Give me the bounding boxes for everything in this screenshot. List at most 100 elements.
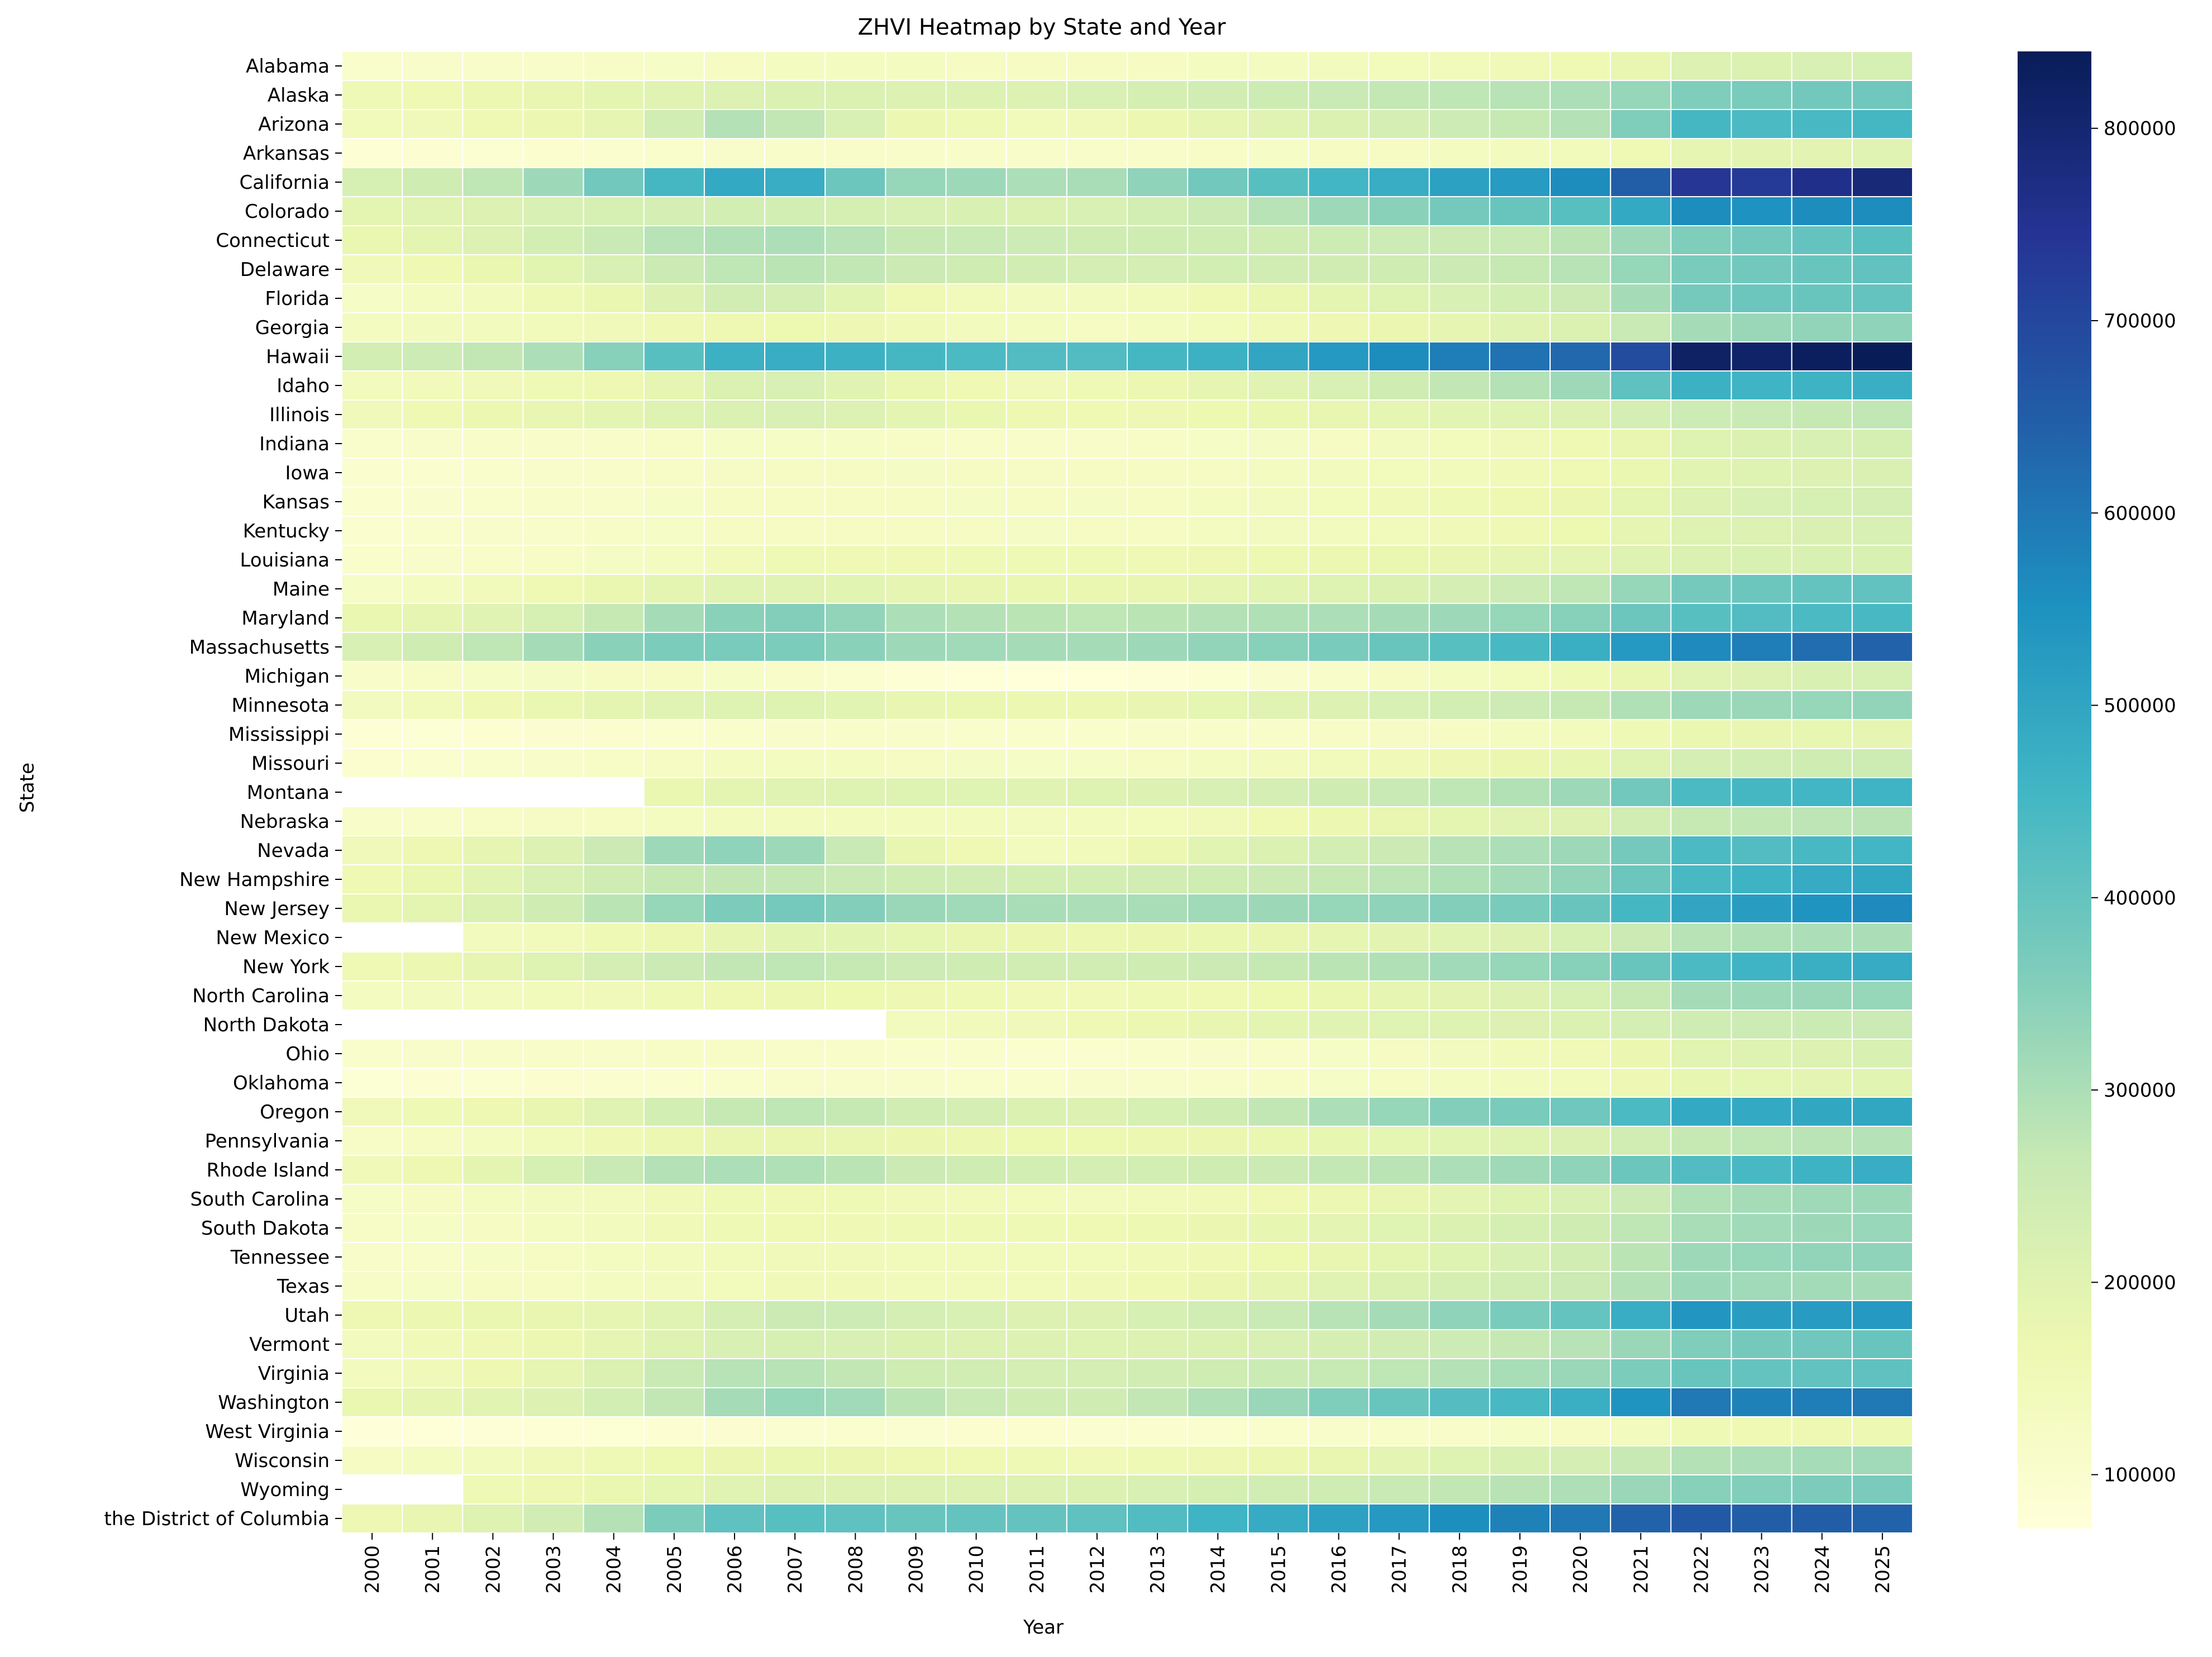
heatmap-cell bbox=[1187, 80, 1249, 110]
heatmap-cell bbox=[643, 225, 705, 255]
heatmap-cell bbox=[1791, 1474, 1853, 1504]
heatmap-cell bbox=[1187, 487, 1249, 517]
heatmap-cell bbox=[1610, 516, 1672, 546]
heatmap-cell bbox=[402, 312, 464, 342]
heatmap-cell bbox=[1005, 545, 1067, 575]
heatmap-cell bbox=[643, 545, 705, 575]
heatmap-cell bbox=[945, 1329, 1007, 1359]
heatmap-cell bbox=[1187, 661, 1249, 691]
heatmap-cell bbox=[402, 225, 464, 255]
heatmap-cell bbox=[1187, 777, 1249, 807]
heatmap-cell bbox=[1187, 1300, 1249, 1330]
heatmap-cell bbox=[703, 399, 766, 430]
heatmap-cell bbox=[764, 341, 826, 372]
heatmap-cell bbox=[583, 341, 645, 372]
heatmap-cell bbox=[1670, 458, 1732, 488]
heatmap-cell bbox=[522, 167, 584, 197]
heatmap-cell bbox=[583, 1300, 645, 1330]
x-tick-label: 2021 bbox=[1630, 1545, 1652, 1594]
heatmap-cell bbox=[1247, 690, 1309, 720]
heatmap-cell bbox=[1066, 806, 1128, 836]
heatmap-cell bbox=[1428, 167, 1490, 197]
heatmap-cell bbox=[1066, 1155, 1128, 1185]
heatmap-cell bbox=[643, 283, 705, 313]
heatmap-cell bbox=[1368, 1271, 1430, 1301]
heatmap-cell bbox=[1791, 1242, 1853, 1272]
heatmap-cell bbox=[402, 458, 464, 488]
heatmap-cell bbox=[1308, 922, 1370, 953]
heatmap-cell bbox=[1791, 545, 1853, 575]
heatmap-cell bbox=[1489, 603, 1551, 633]
heatmap-cell bbox=[1428, 806, 1490, 836]
heatmap-cell bbox=[583, 1039, 645, 1069]
colorbar-tick-label: 400000 bbox=[2104, 887, 2176, 910]
heatmap-cell bbox=[1005, 893, 1067, 923]
colorbar-tick-label: 800000 bbox=[2104, 118, 2176, 140]
heatmap-cell bbox=[402, 748, 464, 778]
y-tick-label: Florida bbox=[265, 288, 330, 310]
heatmap-cell bbox=[1368, 283, 1430, 313]
heatmap-cell bbox=[1610, 370, 1672, 401]
heatmap-cell bbox=[1308, 1300, 1370, 1330]
heatmap-cell bbox=[1851, 1010, 1914, 1040]
heatmap-cell bbox=[1066, 1329, 1128, 1359]
heatmap-cell bbox=[824, 632, 886, 662]
heatmap-cell bbox=[1428, 196, 1490, 226]
heatmap-cell bbox=[1670, 1242, 1732, 1272]
heatmap-cell bbox=[945, 748, 1007, 778]
heatmap-cell bbox=[945, 138, 1007, 168]
heatmap-cell bbox=[402, 806, 464, 836]
heatmap-cell bbox=[341, 1271, 403, 1301]
heatmap-cell bbox=[1308, 864, 1370, 894]
heatmap-cell bbox=[583, 980, 645, 1011]
heatmap-cell bbox=[1127, 1068, 1189, 1098]
heatmap-cell bbox=[1489, 545, 1551, 575]
heatmap-cell bbox=[1610, 748, 1672, 778]
heatmap-cell bbox=[1127, 516, 1189, 546]
heatmap-cell bbox=[764, 1300, 826, 1330]
heatmap-cell bbox=[643, 80, 705, 110]
heatmap-cell bbox=[1247, 167, 1309, 197]
heatmap-cell bbox=[1066, 748, 1128, 778]
heatmap-cell bbox=[643, 603, 705, 633]
heatmap-cell bbox=[1670, 370, 1732, 401]
heatmap-cell bbox=[945, 980, 1007, 1011]
heatmap-cell bbox=[402, 1097, 464, 1127]
heatmap-cell bbox=[1730, 951, 1793, 982]
y-tick-label: Arizona bbox=[258, 113, 330, 136]
heatmap-cell bbox=[1368, 51, 1430, 81]
heatmap-cell bbox=[1308, 1097, 1370, 1127]
heatmap-cell bbox=[1550, 545, 1612, 575]
heatmap-cell bbox=[341, 370, 403, 401]
heatmap-cell bbox=[1670, 603, 1732, 633]
heatmap-cell bbox=[1368, 1300, 1430, 1330]
heatmap-cell bbox=[1308, 80, 1370, 110]
heatmap-cell bbox=[1005, 1387, 1067, 1417]
heatmap-cell bbox=[885, 661, 947, 691]
heatmap-cell bbox=[703, 951, 766, 982]
y-tick-label: Ohio bbox=[285, 1043, 330, 1065]
heatmap-cell bbox=[402, 80, 464, 110]
heatmap-cell bbox=[824, 980, 886, 1011]
heatmap-cell bbox=[1368, 922, 1430, 953]
heatmap-cell bbox=[1428, 777, 1490, 807]
heatmap-cell bbox=[1187, 1242, 1249, 1272]
heatmap-cell bbox=[1308, 603, 1370, 633]
heatmap-cell bbox=[824, 1068, 886, 1098]
heatmap-cell bbox=[1368, 1155, 1430, 1185]
y-tick-label: Kentucky bbox=[243, 520, 330, 542]
heatmap-cell bbox=[1127, 1358, 1189, 1388]
heatmap-cell bbox=[1610, 1300, 1672, 1330]
heatmap-cell bbox=[945, 80, 1007, 110]
heatmap-cell bbox=[885, 1184, 947, 1214]
heatmap-cell bbox=[764, 1271, 826, 1301]
heatmap-cell bbox=[1851, 1213, 1914, 1243]
heatmap-cell bbox=[1066, 516, 1128, 546]
y-tick-label: New Hampshire bbox=[179, 869, 330, 891]
heatmap-cell bbox=[1066, 138, 1128, 168]
heatmap-cell bbox=[522, 574, 584, 604]
heatmap-cell bbox=[1730, 1474, 1793, 1504]
heatmap-cell bbox=[1005, 1010, 1067, 1040]
x-tick-label: 2004 bbox=[603, 1545, 626, 1594]
heatmap-cell bbox=[703, 109, 766, 139]
